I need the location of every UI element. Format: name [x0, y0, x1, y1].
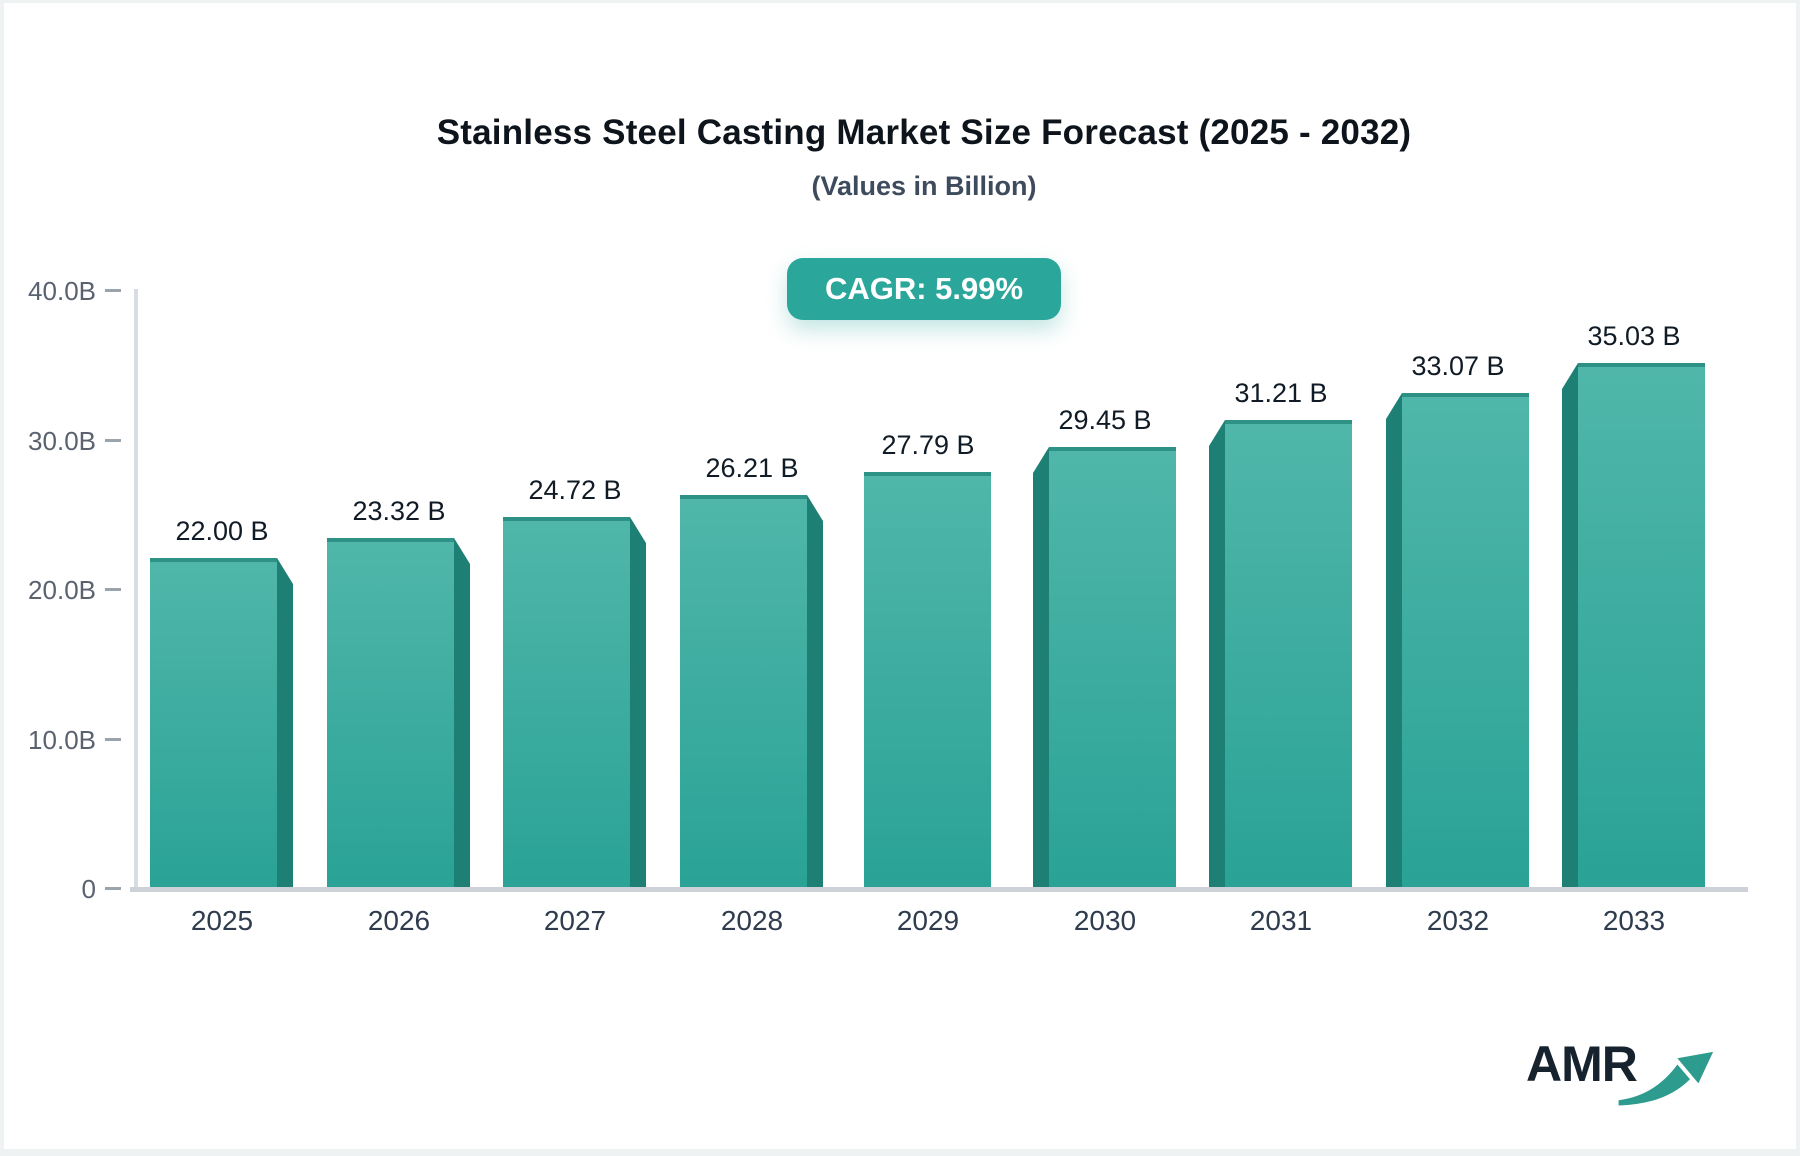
y-axis-tick	[105, 588, 121, 591]
chart-subtitle: (Values in Billion)	[811, 171, 1037, 201]
y-axis-label: 0	[81, 874, 96, 904]
chart-card: Stainless Steel Casting Market Size Fore…	[4, 3, 1796, 1149]
bar-side-2025	[277, 558, 293, 887]
bar-side-2028	[807, 495, 823, 887]
x-axis-label: 2030	[1073, 905, 1137, 936]
cagr-badge: CAGR: 5.99%	[786, 258, 1062, 320]
y-axis-tick	[105, 887, 121, 890]
y-axis-tick	[105, 289, 121, 292]
bar-2030	[1049, 447, 1176, 887]
bar-2029	[864, 472, 991, 887]
y-axis-label: 10.0B	[28, 724, 96, 755]
y-axis-line	[134, 289, 138, 889]
amr-logo-text: AMR	[1526, 1036, 1638, 1092]
y-axis-tick	[105, 438, 121, 442]
bar-2026	[327, 538, 454, 887]
x-axis-label: 2032	[1426, 905, 1490, 936]
bar-value-label: 26.21 B	[705, 453, 799, 483]
bar-2028	[680, 495, 807, 887]
bar-side-2027	[630, 517, 646, 887]
x-axis-label: 2026	[367, 905, 431, 936]
bar-side-2032	[1386, 393, 1402, 887]
bar-2025	[150, 558, 277, 887]
x-axis-label: 2028	[720, 905, 784, 936]
bar-value-label: 33.07 B	[1411, 351, 1505, 381]
x-axis-label: 2029	[896, 905, 960, 936]
bar-value-label: 22.00 B	[175, 516, 269, 546]
y-axis-label: 20.0B	[28, 575, 96, 605]
x-axis-label: 2027	[543, 905, 607, 936]
x-axis-line	[130, 887, 1748, 892]
bar-side-2026	[454, 538, 470, 887]
amr-logo: AMR	[1526, 1035, 1726, 1119]
bar-2031	[1225, 420, 1352, 887]
x-axis-label: 2033	[1602, 905, 1666, 936]
bar-side-2031	[1209, 420, 1225, 887]
bar-value-label: 27.79 B	[881, 430, 975, 460]
bar-value-label: 31.21 B	[1234, 378, 1328, 408]
x-axis-label: 2031	[1249, 905, 1313, 936]
bar-value-label: 23.32 B	[352, 496, 446, 526]
x-axis-label: 2025	[190, 905, 254, 936]
bar-2032	[1402, 393, 1529, 887]
bar-side-2030	[1033, 447, 1049, 887]
cagr-badge-row: CAGR: 5.99%	[52, 258, 1796, 320]
bar-value-label: 29.45 B	[1058, 405, 1152, 435]
bar-value-label: 35.03 B	[1587, 321, 1681, 351]
bar-2033	[1578, 363, 1705, 887]
bar-2027	[503, 517, 630, 887]
bar-side-2033	[1562, 363, 1578, 887]
bar-value-label: 24.72 B	[528, 475, 622, 505]
growth-arrow-icon	[1618, 1051, 1714, 1106]
y-axis-tick	[105, 737, 121, 741]
y-axis-label: 40.0B	[28, 276, 96, 306]
y-axis-label: 30.0B	[28, 425, 96, 456]
chart-title: Stainless Steel Casting Market Size Fore…	[436, 113, 1412, 152]
plot-area: 40.0B 30.0B 20.0B 10.0B 0 22.00 B 2025 23.32 B 2…	[4, 3, 1796, 1149]
